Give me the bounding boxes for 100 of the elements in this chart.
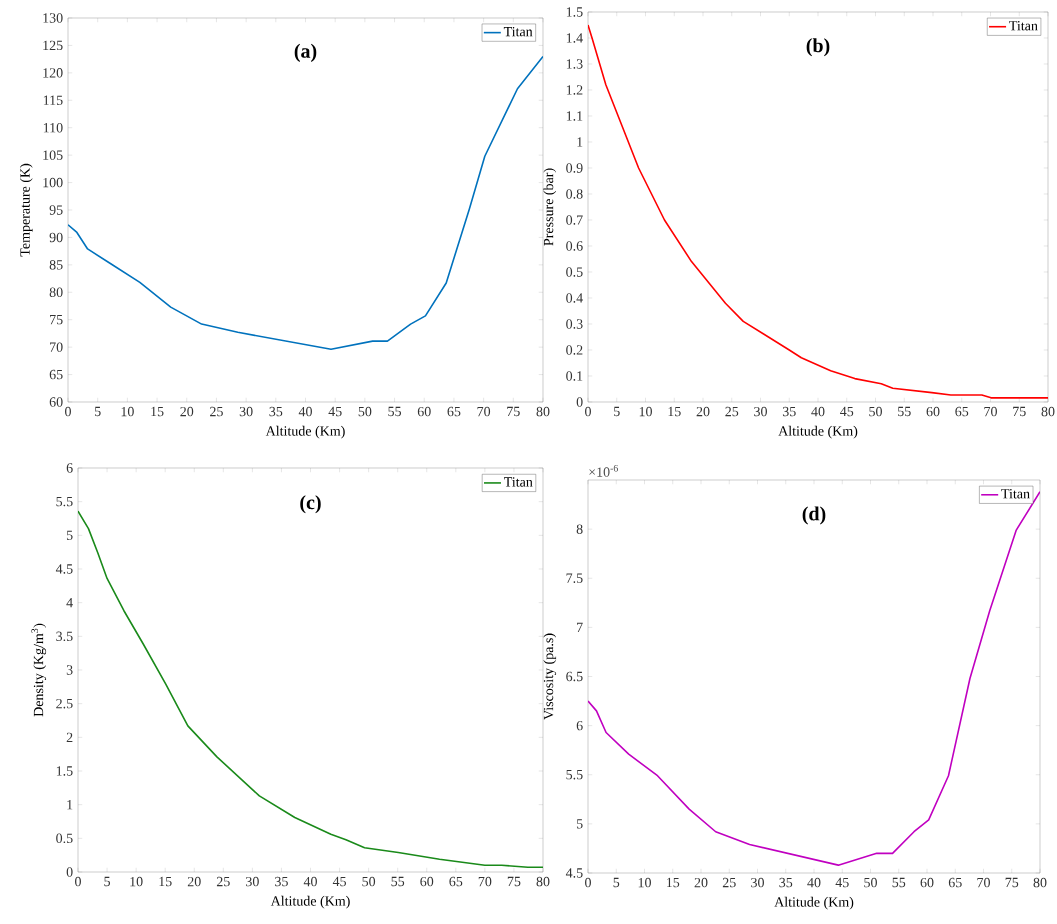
x-tick-label: 45 — [332, 876, 347, 887]
y-tick-label: 4 — [66, 598, 73, 608]
x-tick-label: 55 — [388, 406, 402, 417]
y-tick-label: 8 — [576, 524, 583, 534]
x-tick-label: 70 — [478, 876, 492, 887]
x-tick-label: 35 — [269, 406, 283, 417]
x-tick-label: 0 — [585, 877, 591, 888]
x-tick-label: 35 — [782, 406, 796, 417]
y-tick-label: 1.4 — [566, 33, 583, 43]
x-tick-label: 40 — [298, 406, 312, 417]
y-tick-label: 0.8 — [566, 189, 583, 199]
x-tick-label: 10 — [130, 876, 143, 887]
y-tick-label: 7.5 — [566, 573, 583, 583]
x-tick-label: 45 — [835, 877, 849, 888]
x-tick-label: 40 — [303, 876, 317, 887]
y-tick-label: 2 — [66, 732, 73, 742]
x-tick-label: 70 — [477, 406, 491, 417]
x-tick-label: 60 — [926, 406, 940, 417]
x-tick-label: 15 — [159, 876, 172, 887]
x-tick-label: 70 — [984, 406, 997, 417]
legend-label: Titan — [503, 26, 533, 37]
y-tick-label: 4.5 — [565, 868, 583, 878]
x-tick-label: 80 — [536, 406, 550, 417]
x-axis-title: Altitude (Km) — [265, 425, 345, 439]
x-tick-label: 45 — [840, 406, 854, 417]
x-tick-label: 60 — [417, 406, 431, 417]
y-tick-label: 0 — [576, 397, 583, 407]
legend-label: Titan — [1009, 21, 1038, 31]
x-tick-label: 30 — [246, 876, 259, 887]
x-tick-label: 25 — [210, 406, 223, 417]
x-tick-label: 80 — [1033, 877, 1047, 888]
x-tick-label: 75 — [507, 876, 521, 887]
x-tick-label: 5 — [614, 406, 620, 417]
x-tick-label: 10 — [638, 877, 651, 888]
x-tick-label: 20 — [696, 406, 710, 417]
x-tick-label: 0 — [585, 406, 591, 417]
x-tick-label: 20 — [694, 877, 708, 888]
y-tick-label: 0.7 — [566, 215, 583, 225]
legend-label: Titan — [1001, 489, 1030, 499]
y-tick-label: 0.6 — [566, 241, 583, 251]
x-tick-label: 65 — [449, 876, 463, 887]
y-tick-label: 1.5 — [566, 7, 583, 17]
x-tick-label: 30 — [239, 406, 253, 417]
y-tick-label: 5.5 — [56, 496, 73, 507]
x-tick-label: 5 — [95, 406, 101, 417]
x-tick-label: 35 — [275, 876, 288, 887]
y-tick-label: 105 — [43, 150, 63, 160]
x-tick-label: 10 — [639, 406, 652, 417]
x-tick-label: 75 — [1005, 877, 1019, 888]
x-tick-label: 80 — [1041, 406, 1055, 417]
x-tick-label: 40 — [807, 877, 821, 888]
y-tick-label: 100 — [43, 177, 63, 188]
y-tick-label: 65 — [49, 369, 63, 380]
x-tick-label: 55 — [391, 876, 405, 887]
y-tick-label: 0.5 — [56, 833, 73, 844]
y-tick-label: 6.5 — [566, 671, 583, 682]
y-tick-label: 80 — [49, 287, 63, 297]
y-tick-label: 75 — [50, 315, 63, 325]
y-tick-label: 130 — [43, 13, 63, 23]
y-tick-label: 5 — [66, 530, 73, 540]
x-tick-label: 55 — [898, 406, 911, 417]
y-tick-label: 2.5 — [56, 698, 73, 709]
x-tick-label: 75 — [1013, 406, 1026, 417]
y-tick-label: 0.5 — [566, 267, 583, 277]
y-tick-label: 1.5 — [56, 766, 73, 776]
x-tick-label: 30 — [754, 406, 767, 417]
x-tick-label: 20 — [187, 876, 201, 887]
x-tick-label: 25 — [725, 406, 739, 417]
x-tick-label: 45 — [328, 406, 342, 417]
y-tick-label: 110 — [43, 122, 63, 133]
y-tick-label: 3 — [66, 665, 73, 675]
y-tick-label: 4.5 — [55, 564, 73, 574]
line-series — [588, 490, 1040, 866]
y-tick-label: 1.2 — [566, 85, 583, 95]
text: (a) — [294, 43, 317, 62]
x-tick-label: 50 — [864, 877, 877, 888]
x-axis-title: Altitude (Km) — [774, 896, 854, 910]
x-tick-label: 15 — [151, 406, 164, 417]
y-tick-label: 95 — [49, 205, 63, 215]
y-tick-label: 0.9 — [566, 163, 583, 173]
y-tick-label: 120 — [43, 68, 63, 78]
text: (c) — [300, 495, 321, 514]
y-axis-title: Density (Kg/m$^{3}$) — [31, 623, 47, 717]
x-tick-label: 30 — [751, 877, 764, 888]
y-tick-label: 0.3 — [566, 319, 583, 329]
y-tick-label: 0 — [66, 867, 73, 877]
text: (d) — [802, 506, 826, 525]
y-tick-label: 7 — [577, 622, 583, 632]
x-axis-title: Altitude (Km) — [270, 895, 350, 909]
x-tick-label: 5 — [613, 877, 620, 888]
y-tick-label: 3.5 — [56, 631, 73, 642]
y-tick-label: 60 — [49, 397, 63, 407]
y-tick-label: 5 — [576, 819, 583, 829]
text: ×10$^{-6}$ — [589, 464, 618, 477]
x-tick-label: 15 — [666, 877, 680, 888]
x-tick-label: 40 — [811, 406, 825, 417]
y-tick-label: 1 — [577, 137, 583, 147]
x-tick-label: 10 — [121, 406, 134, 417]
y-tick-label: 90 — [49, 232, 63, 243]
x-tick-label: 60 — [420, 876, 434, 887]
